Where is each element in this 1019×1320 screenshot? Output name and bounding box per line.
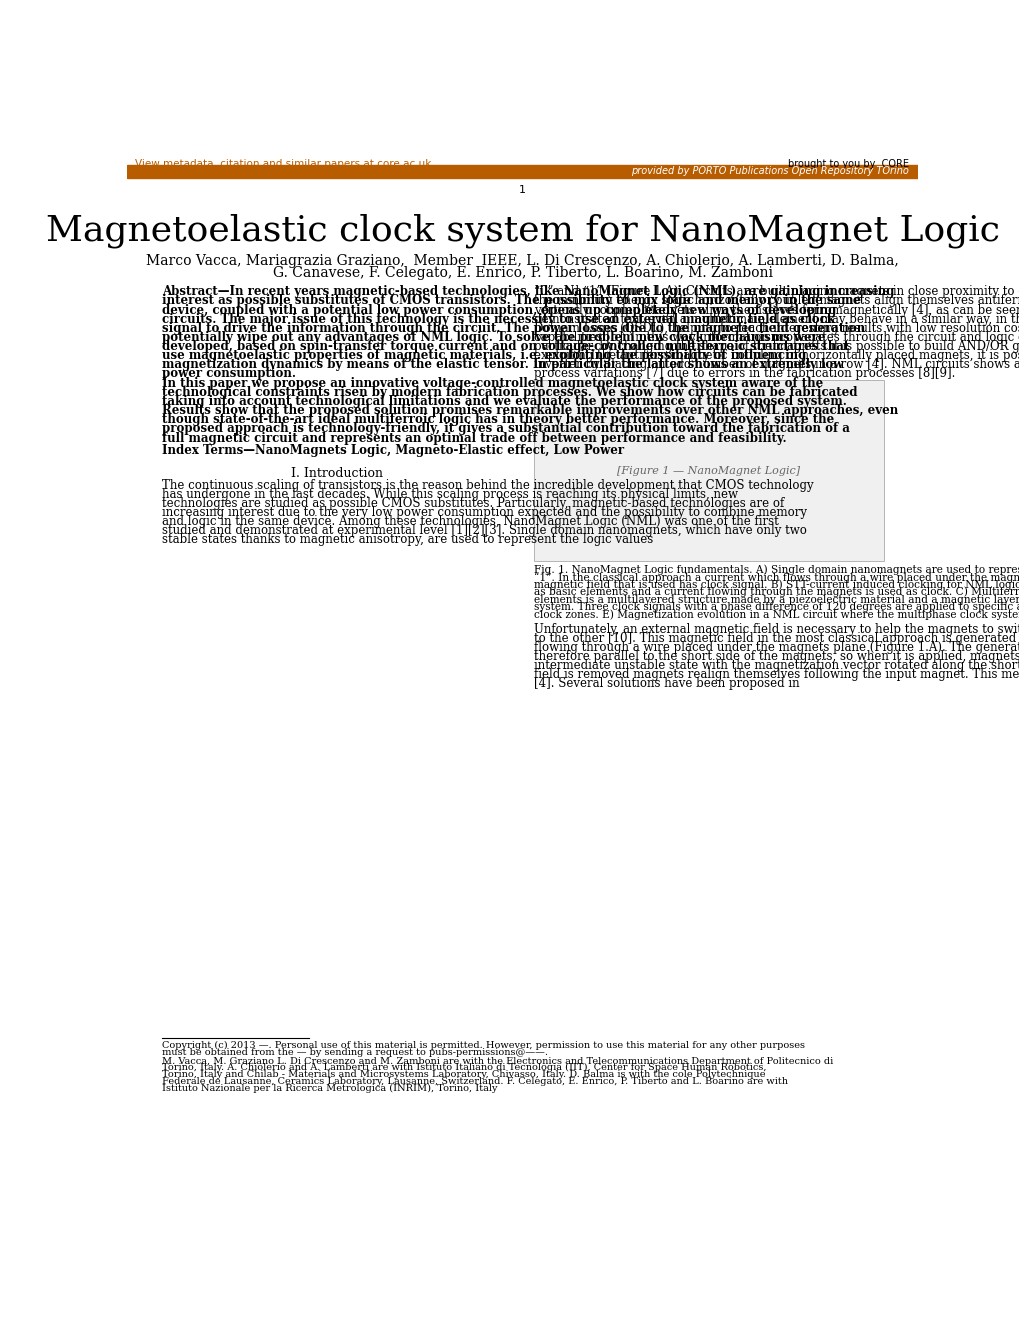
- Text: must be obtained from the — by sending a request to pubs-permissions@——.: must be obtained from the — by sending a…: [161, 1048, 547, 1056]
- Text: power consumption.: power consumption.: [161, 367, 296, 380]
- Text: particular, by changing the shape of the magnets it is possible to build AND/OR : particular, by changing the shape of the…: [533, 339, 1019, 352]
- Text: intermediate unstable state with the magnetization vector rotated along the shor: intermediate unstable state with the mag…: [533, 659, 1019, 672]
- Text: studied and demonstrated at experimental level [1][2][3]. Single domain nanomagn: studied and demonstrated at experimental…: [161, 524, 806, 537]
- Text: Results show that the proposed solution promises remarkable improvements over ot: Results show that the proposed solution …: [161, 404, 897, 417]
- Text: Fig. 1. NanoMagnet Logic fundamentals. A) Single domain nanomagnets are used to : Fig. 1. NanoMagnet Logic fundamentals. A…: [533, 565, 1019, 576]
- Text: Abstract—In recent years magnetic-based technologies, like NanoMagnet Logic (NML: Abstract—In recent years magnetic-based …: [161, 285, 893, 298]
- Text: magnetization dynamics by means of the elastic tensor. In particular the latter : magnetization dynamics by means of the e…: [161, 358, 842, 371]
- Text: demonstrated that even a multidomain element may behave in a similar way, in the: demonstrated that even a multidomain ele…: [533, 313, 1019, 326]
- Text: increasing interest due to the very low power consumption expected and the possi: increasing interest due to the very low …: [161, 506, 806, 519]
- Text: technological constraints risen by modern fabrication processes. We show how cir: technological constraints risen by moder…: [161, 387, 856, 400]
- Text: “0” and “1” (Figure 1.A). Circuits are built placing magnets in close proximity : “0” and “1” (Figure 1.A). Circuits are b…: [533, 285, 1019, 298]
- Text: brought to you by  CORE: brought to you by CORE: [787, 158, 908, 169]
- Text: View metadata, citation and similar papers at core.ac.uk: View metadata, citation and similar pape…: [136, 158, 431, 169]
- Text: inverter by placing an odd number of magnets in a row [4]. NML circuits shows al: inverter by placing an odd number of mag…: [533, 358, 1019, 371]
- Text: [4]. Several solutions have been proposed in: [4]. Several solutions have been propose…: [533, 677, 799, 690]
- Text: proposed approach is technology-friendly, it gives a substantial contribution to: proposed approach is technology-friendly…: [161, 422, 849, 436]
- Text: “1”. In the classical approach a current which flows through a wire placed under: “1”. In the classical approach a current…: [533, 572, 1019, 582]
- Text: the minimum energy state horizontally coupled magnets align themselves antiferro: the minimum energy state horizontally co…: [533, 294, 1019, 308]
- Text: Magnetoelastic clock system for NanoMagnet Logic: Magnetoelastic clock system for NanoMagn…: [46, 214, 999, 248]
- Text: clock zones. E) Magnetization evolution in a NML circuit where the multiphase cl: clock zones. E) Magnetization evolution …: [533, 610, 1019, 620]
- Text: M. Vacca, M. Graziano L. Di Crescenzo and M. Zamboni are with the Electronics an: M. Vacca, M. Graziano L. Di Crescenzo an…: [161, 1056, 833, 1065]
- Text: G. Canavese, F. Celegato, E. Enrico, P. Tiberto, L. Boarino, M. Zamboni: G. Canavese, F. Celegato, E. Enrico, P. …: [272, 267, 772, 280]
- Text: Torino, Italy and Chilab - Materials and Microsystems Laboratory, Chivasso, Ital: Torino, Italy and Chilab - Materials and…: [161, 1071, 764, 1078]
- Text: taking into account technological limitations and we evaluate the performance of: taking into account technological limita…: [161, 396, 846, 408]
- Text: use magnetoelastic properties of magnetic materials, i.e. exploiting the possibi: use magnetoelastic properties of magneti…: [161, 348, 805, 362]
- Text: Index Terms—NanoMagnets Logic, Magneto-Elastic effect, Low Power: Index Terms—NanoMagnets Logic, Magneto-E…: [161, 444, 623, 457]
- Text: has undergone in the last decades. While this scaling process is reaching its ph: has undergone in the last decades. While…: [161, 488, 737, 500]
- Text: and logic in the same device. Among these technologies, NanoMagnet Logic (NML) w: and logic in the same device. Among thes…: [161, 515, 777, 528]
- Text: provided by PORTO Publications Open Repository TOrino: provided by PORTO Publications Open Repo…: [630, 166, 908, 177]
- Text: system. Three clock signals with a phase difference of 120 degrees are applied t: system. Three clock signals with a phase…: [533, 602, 1019, 612]
- Text: elements is a multilayered structure made by a piezoelectric material and a magn: elements is a multilayered structure mad…: [533, 594, 1019, 605]
- Text: 1: 1: [519, 185, 526, 195]
- Text: field is removed magnets realign themselves following the input magnet. This mec: field is removed magnets realign themsel…: [533, 668, 1019, 681]
- Text: signal to drive the information through the circuit. The power losses due to the: signal to drive the information through …: [161, 322, 864, 334]
- Text: flowing through a wire placed under the magnets plane (Figure 1.A). The generate: flowing through a wire placed under the …: [533, 642, 1019, 655]
- Text: vertically coupled magnets align themselves ferromagnetically [4], as can be see: vertically coupled magnets align themsel…: [533, 304, 1019, 317]
- Text: though state-of-the-art ideal multiferroic logic has in theory better performanc: though state-of-the-art ideal multiferro…: [161, 413, 834, 426]
- Text: Torino, Italy. A. Chiolerio and A. Lamberti are with Istituto Italiano di Tecnol: Torino, Italy. A. Chiolerio and A. Lambe…: [161, 1064, 765, 1072]
- Text: Domain Logic (QSDL), helping to reach interesting results with low resolution co: Domain Logic (QSDL), helping to reach in…: [533, 322, 1019, 334]
- Text: Istituto Nazionale per la Ricerca Metrologica (INRIM), Torino, Italy: Istituto Nazionale per la Ricerca Metrol…: [161, 1084, 496, 1093]
- Text: developed, based on spin-transfer torque current and on voltage-controlled multi: developed, based on spin-transfer torque…: [161, 339, 848, 352]
- Text: circuits. The major issue of this technology is the necessity to use an external: circuits. The major issue of this techno…: [161, 313, 834, 326]
- Text: stable states thanks to magnetic anisotropy, are used to represent the logic val: stable states thanks to magnetic anisotr…: [161, 533, 652, 546]
- Text: Unfortunately, an external magnetic field is necessary to help the magnets to sw: Unfortunately, an external magnetic fiel…: [533, 623, 1019, 636]
- Text: as basic elements and a current flowing through the magnets is used as clock. C): as basic elements and a current flowing …: [533, 587, 1019, 598]
- Text: magnetic field that is used has clock signal. B) STT-current induced clocking fo: magnetic field that is used has clock si…: [533, 579, 1019, 590]
- Bar: [533, 380, 883, 561]
- Text: I. Introduction: I. Introduction: [290, 466, 382, 479]
- Text: interest as possible substitutes of CMOS transistors. The possibility to mix log: interest as possible substitutes of CMOS…: [161, 294, 860, 308]
- Text: The continuous scaling of transistors is the reason behind the incredible develo: The continuous scaling of transistors is…: [161, 479, 812, 492]
- Text: to the other [10]. This magnetic field in the most classical approach is generat: to the other [10]. This magnetic field i…: [533, 632, 1019, 645]
- Text: potentially wipe out any advantages of NML logic. To solve the problem new clock: potentially wipe out any advantages of N…: [161, 330, 824, 343]
- Text: full magnetic circuit and represents an optimal trade off between performance an: full magnetic circuit and represents an …: [161, 432, 786, 445]
- Text: therefore parallel to the short side of the magnets, so when it is applied, magn: therefore parallel to the short side of …: [533, 651, 1019, 663]
- Text: Marco Vacca, Mariagrazia Graziano,  Member  IEEE, L. Di Crescenzo, A. Chiolerio,: Marco Vacca, Mariagrazia Graziano, Membe…: [147, 253, 898, 268]
- Text: Federale de Lausanne, Ceramics Laboratory, Lausanne, Switzerland. F. Celegato, E: Federale de Lausanne, Ceramics Laborator…: [161, 1077, 787, 1086]
- Text: process variations [7] due to errors in the fabrication processes [8][9].: process variations [7] due to errors in …: [533, 367, 954, 380]
- Text: Copyright (c) 2013 —. Personal use of this material is permitted. However, permi: Copyright (c) 2013 —. Personal use of th…: [161, 1040, 804, 1049]
- Text: In this paper we propose an innovative voltage-controlled magnetoelastic clock s: In this paper we propose an innovative v…: [161, 378, 822, 391]
- Text: exploiting the antiferromagnetic coupling of horizontally placed magnets, it is : exploiting the antiferromagnetic couplin…: [533, 348, 1019, 362]
- Bar: [127, 165, 917, 178]
- Text: [Figure 1 — NanoMagnet Logic]: [Figure 1 — NanoMagnet Logic]: [616, 466, 800, 477]
- Text: technologies are studied as possible CMOS substitutes. Particularly, magnetic-ba: technologies are studied as possible CMO…: [161, 496, 783, 510]
- Text: capabilities [5]. In this way information propagates through the circuit and log: capabilities [5]. In this way informatio…: [533, 330, 1019, 343]
- Text: device, coupled with a potential low power consumption, opens up completely new : device, coupled with a potential low pow…: [161, 304, 836, 317]
